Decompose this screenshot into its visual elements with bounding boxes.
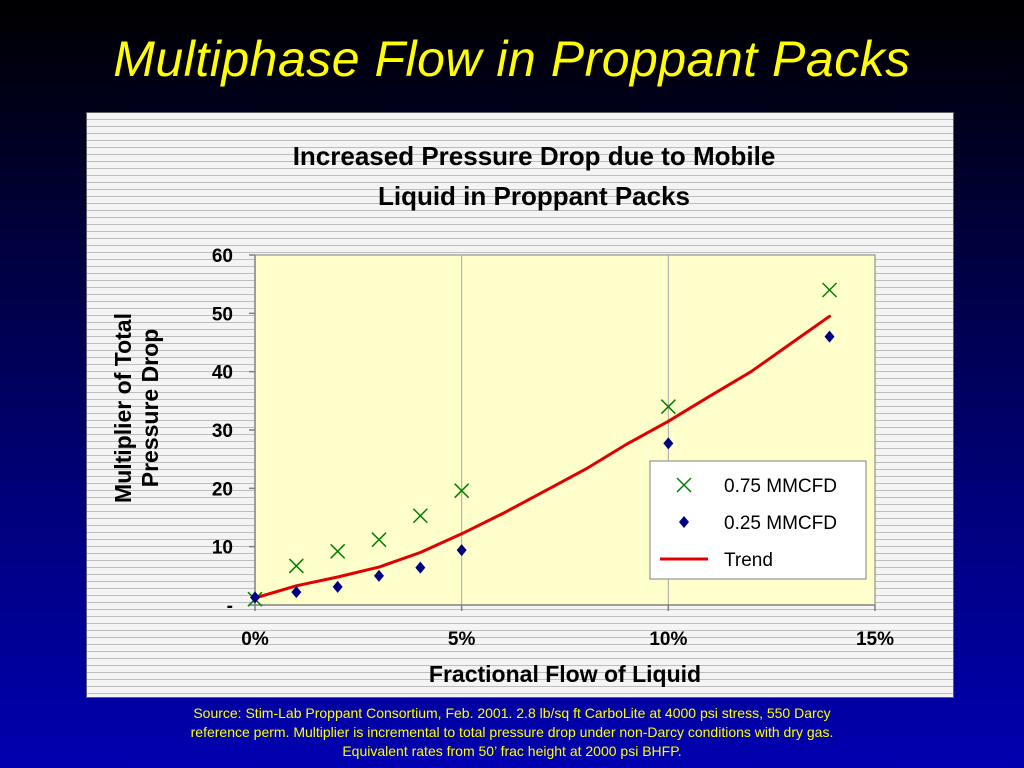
footnote-line: Source: Stim-Lab Proppant Consortium, Fe… bbox=[193, 705, 831, 721]
footnote-line: Equivalent rates from 50’ frac height at… bbox=[342, 743, 682, 759]
data-point-series-2 bbox=[456, 544, 467, 557]
y-axis-title-line: Pressure Drop bbox=[137, 329, 163, 488]
x-tick-label: 15% bbox=[856, 629, 894, 650]
footnote-line: reference perm. Multiplier is incrementa… bbox=[190, 724, 834, 740]
source-footnote: Source: Stim-Lab Proppant Consortium, Fe… bbox=[60, 704, 964, 761]
data-point-series-2 bbox=[415, 561, 426, 574]
x-tick-label: 0% bbox=[241, 629, 269, 650]
y-tick-label: 60 bbox=[212, 246, 233, 267]
y-tick-label: 10 bbox=[212, 538, 233, 559]
x-axis-title: Fractional Flow of Liquid bbox=[429, 661, 701, 687]
data-point-series-1 bbox=[288, 558, 304, 574]
legend-swatch-series-1 bbox=[676, 477, 692, 493]
y-tick-label: 20 bbox=[212, 479, 233, 500]
chart-title: Increased Pressure Drop due to Mobile bbox=[293, 141, 776, 171]
x-tick-label: 5% bbox=[448, 629, 476, 650]
chart: Increased Pressure Drop due to Mobile Liq… bbox=[110, 141, 894, 687]
data-point-series-1 bbox=[330, 543, 346, 559]
y-tick-label: - bbox=[227, 596, 233, 617]
x-tick-label: 10% bbox=[649, 629, 687, 650]
chart-title: Liquid in Proppant Packs bbox=[378, 181, 690, 211]
y-tick-label: 30 bbox=[212, 421, 233, 442]
data-point-series-2 bbox=[250, 591, 260, 604]
data-point-series-1 bbox=[371, 532, 387, 548]
data-point-series-1 bbox=[660, 399, 676, 415]
data-point-series-2 bbox=[663, 437, 674, 450]
y-axis-title-line: Multiplier of Total bbox=[110, 313, 136, 503]
legend-label: 0.25 MMCFD bbox=[724, 513, 837, 534]
data-point-series-2 bbox=[374, 569, 384, 582]
data-point-series-1 bbox=[454, 483, 470, 499]
legend-swatch-series-2 bbox=[679, 516, 689, 528]
data-point-series-1 bbox=[822, 282, 838, 298]
data-point-series-2 bbox=[332, 580, 343, 593]
data-point-series-2 bbox=[824, 330, 835, 343]
data-point-series-1 bbox=[412, 508, 428, 524]
legend-label: 0.75 MMCFD bbox=[724, 476, 837, 497]
legend-label: Trend bbox=[724, 550, 773, 571]
series-line-trend bbox=[253, 314, 831, 600]
y-tick-label: 40 bbox=[212, 363, 233, 384]
y-axis-title: Multiplier of TotalPressure Drop bbox=[110, 313, 163, 503]
chart-panel: Increased Pressure Drop due to Mobile Liq… bbox=[86, 112, 954, 698]
slide-title: Multiphase Flow in Proppant Packs bbox=[113, 31, 911, 87]
data-point-series-2 bbox=[291, 586, 302, 599]
y-tick-label: 50 bbox=[212, 304, 233, 325]
